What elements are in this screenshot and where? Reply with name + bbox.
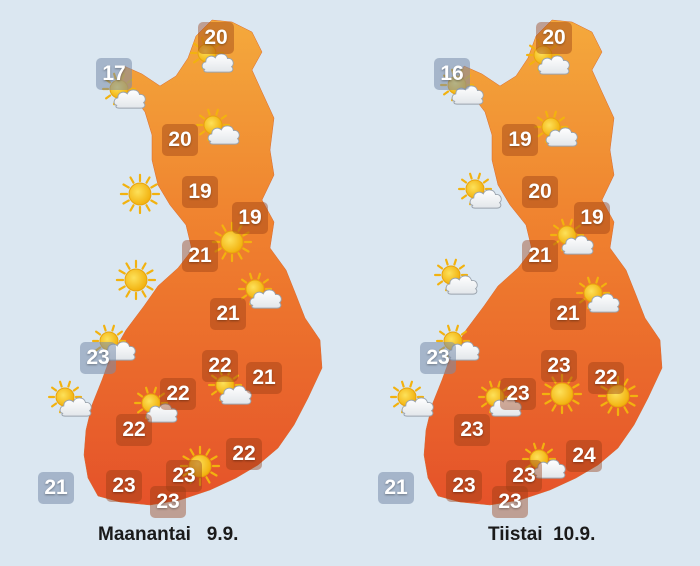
temperature-label: 17 <box>96 58 132 90</box>
sun-icon <box>211 221 253 263</box>
temperature-label: 19 <box>182 176 218 208</box>
finland-landmass <box>423 19 663 506</box>
temperature-label: 23 <box>166 460 202 492</box>
partly-cloudy-icon <box>477 380 522 417</box>
temperature-label: 23 <box>541 350 577 382</box>
temperature-label: 22 <box>226 438 262 470</box>
partly-cloudy-icon <box>525 38 570 75</box>
temperature-label: 23 <box>500 378 536 410</box>
partly-cloudy-icon <box>457 172 502 209</box>
partly-cloudy-icon <box>521 442 566 479</box>
temperature-label: 19 <box>232 202 268 234</box>
partly-cloudy-icon <box>533 110 578 147</box>
temperature-label: 19 <box>502 124 538 156</box>
temperature-label: 20 <box>536 22 572 54</box>
day-label-monday: Maanantai 9.9. <box>98 524 239 545</box>
temperature-label: 21 <box>378 472 414 504</box>
partly-cloudy-icon <box>133 386 178 423</box>
partly-cloudy-icon <box>433 258 478 295</box>
day-label-tuesday: Tiistai 10.9. <box>488 524 596 545</box>
temperature-label: 21 <box>246 362 282 394</box>
sun-icon <box>115 259 157 301</box>
temperature-label: 20 <box>522 176 558 208</box>
temperature-label: 23 <box>446 470 482 502</box>
temperature-label: 22 <box>202 350 238 382</box>
temperature-label: 22 <box>116 414 152 446</box>
map-tuesday-finland <box>423 19 663 506</box>
partly-cloudy-icon <box>389 380 434 417</box>
sun-icon <box>541 373 583 415</box>
temperature-label: 23 <box>492 486 528 518</box>
temperature-label: 22 <box>588 362 624 394</box>
temperature-label: 23 <box>80 342 116 374</box>
temperature-label: 20 <box>198 22 234 54</box>
partly-cloudy-icon <box>575 276 620 313</box>
partly-cloudy-icon <box>47 380 92 417</box>
temperature-label: 24 <box>566 440 602 472</box>
temperature-label: 20 <box>162 124 198 156</box>
temperature-label: 19 <box>574 202 610 234</box>
partly-cloudy-icon <box>237 272 282 309</box>
partly-cloudy-icon <box>207 368 252 405</box>
temperature-label: 23 <box>420 342 456 374</box>
temperature-label: 21 <box>522 240 558 272</box>
partly-cloudy-icon <box>189 36 234 73</box>
temperature-label: 21 <box>210 298 246 330</box>
sun-icon <box>119 173 161 215</box>
sun-icon <box>179 445 221 487</box>
temperature-label: 23 <box>106 470 142 502</box>
temperature-label: 23 <box>506 460 542 492</box>
temperature-label: 21 <box>38 472 74 504</box>
sun-icon <box>597 375 639 417</box>
temperature-label: 21 <box>550 298 586 330</box>
temperature-label: 16 <box>434 58 470 90</box>
temperature-label: 21 <box>182 240 218 272</box>
partly-cloudy-icon <box>549 218 594 255</box>
temperature-label: 23 <box>150 486 186 518</box>
temperature-label: 23 <box>454 414 490 446</box>
temperature-label: 22 <box>160 378 196 410</box>
partly-cloudy-icon <box>195 108 240 145</box>
